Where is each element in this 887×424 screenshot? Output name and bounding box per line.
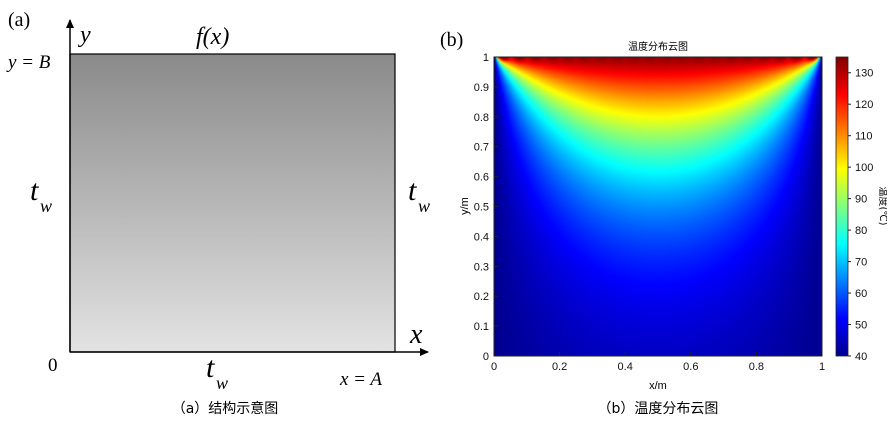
- colorbar-tick-label: 40: [855, 351, 867, 363]
- colorbar-tick-label: 100: [855, 162, 873, 174]
- y-axis-label: y: [78, 22, 91, 48]
- panel-b-tag: (b): [440, 29, 463, 51]
- x-equals-a-label: x = A: [339, 369, 382, 390]
- colorbar-ticks: 40 50 60 70 80 90 100 110 120 130: [848, 68, 873, 363]
- origin-label: 0: [48, 355, 58, 376]
- x-tick-label: 0.4: [618, 361, 633, 373]
- svg-text:t: t: [30, 174, 39, 207]
- colorbar-tick-label: 90: [855, 194, 867, 206]
- colorbar-tick-label: 50: [855, 320, 867, 332]
- svg-text:t: t: [408, 174, 417, 207]
- panel-a-caption: （a）结构示意图: [172, 400, 279, 417]
- y-tick-label: 0.1: [474, 321, 489, 333]
- y-equals-b-label: y = B: [6, 52, 51, 73]
- chart-title: 温度分布云图: [628, 40, 688, 53]
- colorbar-tick-label: 130: [855, 68, 873, 80]
- svg-text:w: w: [40, 196, 52, 216]
- panel-a-tag: (a): [8, 9, 30, 31]
- panel-a: (a) y x f(x) y = B x = A 0 t w t w t w （…: [6, 9, 430, 417]
- panel-b: (b) 温度分布云图 0 0.2 0.4 0.6 0.8 1 00.10.20.30.40…: [440, 29, 887, 417]
- x-tick-label: 0.6: [683, 361, 698, 373]
- y-tick-label: 0.9: [474, 82, 489, 94]
- y-tick-label: 0.3: [474, 261, 489, 273]
- y-tick-label: 0.7: [474, 142, 489, 154]
- top-boundary-function: f(x): [196, 24, 229, 50]
- temperature-field-image: [494, 57, 822, 356]
- heatmap-area: [493, 56, 823, 357]
- colorbar-tick-label: 120: [855, 99, 873, 111]
- x-tick-label: 0: [491, 361, 497, 373]
- x-tick-label: 0.2: [552, 361, 567, 373]
- y-tick-label: 0.8: [474, 112, 489, 124]
- left-wall-temp: t w: [30, 174, 52, 216]
- colorbar: 40 50 60 70 80 90 100 110 120 130 温度(℃): [835, 56, 887, 363]
- svg-text:w: w: [418, 196, 430, 216]
- y-tick-label: 0.2: [474, 291, 489, 303]
- x-axis-title: x/m: [649, 380, 667, 392]
- colorbar-tick-label: 110: [855, 131, 873, 143]
- y-tick-label: 0.6: [474, 172, 489, 184]
- svg-text:w: w: [216, 373, 228, 393]
- y-tick-label: 0.5: [474, 202, 489, 214]
- x-axis-label: x: [409, 319, 423, 350]
- colorbar-tick-label: 80: [855, 225, 867, 237]
- x-axis-ticks: 0 0.2 0.4 0.6 0.8 1: [491, 352, 825, 373]
- y-axis-title: y/m: [459, 197, 471, 215]
- svg-text:t: t: [206, 351, 215, 384]
- y-tick-label: 1: [483, 52, 489, 64]
- colorbar-tick-label: 60: [855, 288, 867, 300]
- y-tick-label: 0: [483, 351, 489, 363]
- colorbar-tick-label: 70: [855, 257, 867, 269]
- domain-rectangle: [69, 53, 396, 353]
- x-tick-label: 1: [819, 361, 825, 373]
- bottom-wall-temp: t w: [206, 351, 228, 393]
- y-axis-ticks: 0 0.1 0.2 0.3 0.4 0.5 0.6 0.7 0.8 0.9 1: [474, 52, 498, 363]
- colorbar-gradient: [835, 56, 849, 357]
- colorbar-label: 温度(℃): [877, 186, 887, 225]
- panel-b-caption: （b）温度分布云图: [598, 401, 719, 417]
- x-tick-label: 0.8: [749, 361, 764, 373]
- right-wall-temp: t w: [408, 174, 430, 216]
- y-tick-label: 0.4: [474, 231, 489, 243]
